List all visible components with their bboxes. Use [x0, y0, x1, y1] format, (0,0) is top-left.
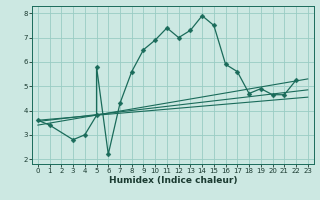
X-axis label: Humidex (Indice chaleur): Humidex (Indice chaleur) — [108, 176, 237, 185]
